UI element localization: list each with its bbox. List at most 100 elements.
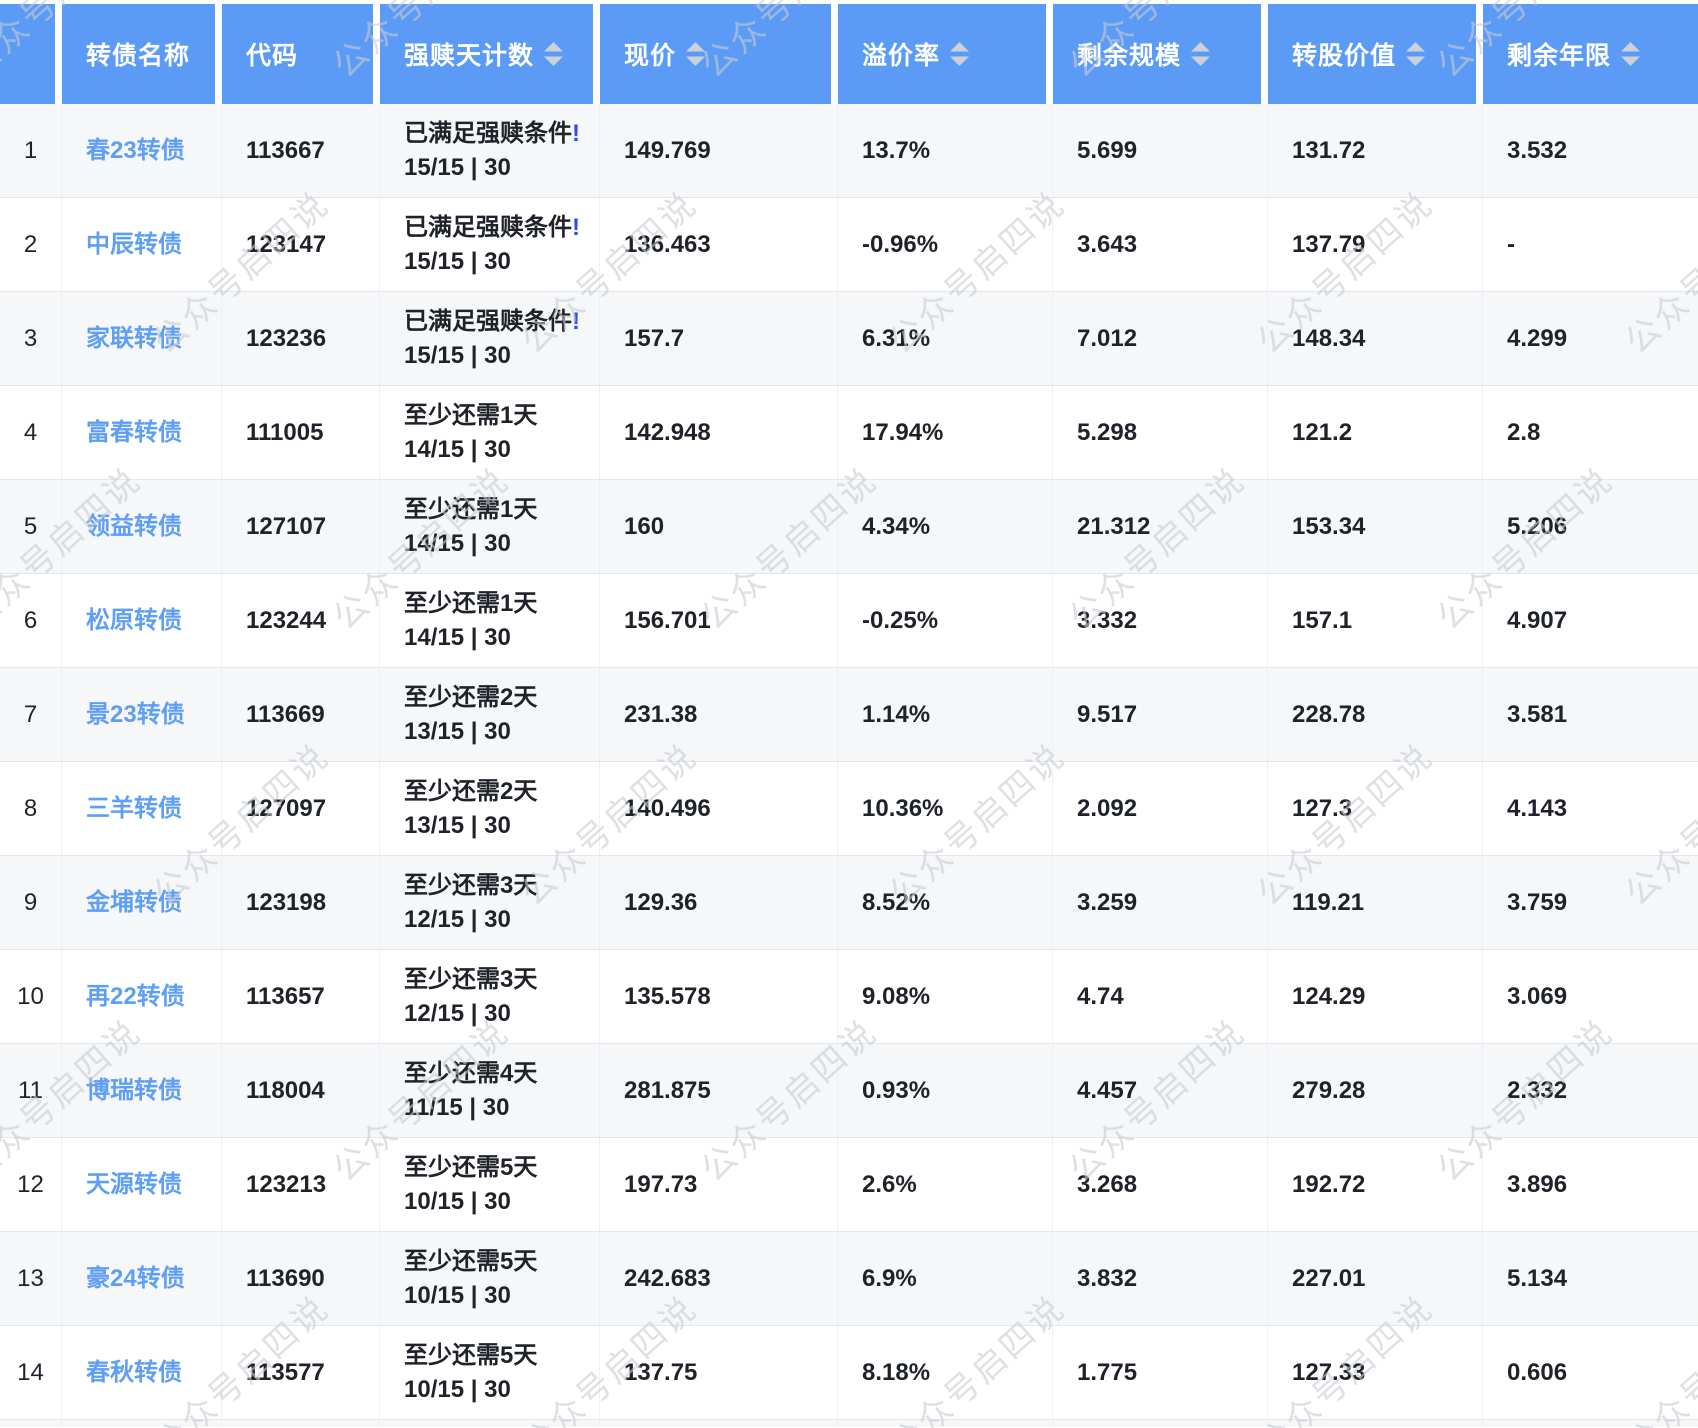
conversion-value: 148.34 bbox=[1268, 292, 1483, 385]
bond-code: 123213 bbox=[222, 1138, 380, 1231]
redeem-progress: 15/15 | 30 bbox=[404, 153, 511, 181]
redeem-alert-mark: ! bbox=[572, 119, 580, 147]
table-row: 8 三羊转债 127097 至少还需2天 13/15 | 30 140.496 10.36%… bbox=[0, 762, 1698, 856]
remaining-years: 0.606 bbox=[1507, 1358, 1568, 1386]
redeem-count-cell: 已满足强赎条件! 15/15 | 30 bbox=[380, 292, 600, 385]
conversion-value: 121.2 bbox=[1268, 386, 1483, 479]
column-header-premium[interactable]: 溢价率 bbox=[838, 4, 1053, 104]
redeem-status: 至少还需4天 bbox=[404, 1059, 538, 1087]
premium-rate: 4.34% bbox=[838, 480, 1053, 573]
premium-rate: 0.93% bbox=[838, 1044, 1053, 1137]
bond-name-link[interactable]: 春秋转债 bbox=[86, 1358, 182, 1386]
bond-code: 113667 bbox=[222, 104, 380, 197]
redeem-status: 已满足强赎条件! bbox=[404, 119, 580, 147]
bond-name-link[interactable]: 松原转债 bbox=[86, 606, 182, 634]
bond-name-cell: 景23转债 bbox=[62, 668, 222, 761]
column-header-label: 剩余年限 bbox=[1507, 42, 1612, 70]
bond-name-link[interactable]: 家联转债 bbox=[86, 324, 182, 352]
bond-code: 118004 bbox=[222, 1044, 380, 1137]
sort-icon bbox=[1191, 41, 1211, 67]
row-index: 5 bbox=[0, 480, 62, 573]
bond-code: 113690 bbox=[222, 1232, 380, 1325]
bond-name-link[interactable]: 博瑞转债 bbox=[86, 1076, 182, 1104]
column-header-years[interactable]: 剩余年限 bbox=[1483, 4, 1698, 104]
column-header-redeem[interactable]: 强赎天计数 bbox=[380, 4, 600, 104]
redeem-status: 至少还需3天 bbox=[404, 871, 538, 899]
empty-cell bbox=[222, 1420, 380, 1427]
column-header-price[interactable]: 现价 bbox=[600, 4, 838, 104]
table-row-partial bbox=[0, 1420, 1698, 1427]
table-body: 1 春23转债 113667 已满足强赎条件! 15/15 | 30 149.769 13.… bbox=[0, 104, 1698, 1427]
column-header-label: 强赎天计数 bbox=[404, 42, 535, 70]
premium-rate: 8.52% bbox=[838, 856, 1053, 949]
bond-name-link[interactable]: 豪24转债 bbox=[86, 1264, 185, 1292]
bond-code: 113577 bbox=[222, 1326, 380, 1419]
redeem-count-cell: 至少还需1天 14/15 | 30 bbox=[380, 480, 600, 573]
bond-name-link[interactable]: 春23转债 bbox=[86, 136, 185, 164]
bond-name-link[interactable]: 再22转债 bbox=[86, 982, 185, 1010]
redeem-progress: 10/15 | 30 bbox=[404, 1187, 511, 1215]
redeem-status: 至少还需1天 bbox=[404, 495, 538, 523]
bond-name-cell: 三羊转债 bbox=[62, 762, 222, 855]
redeem-status: 至少还需1天 bbox=[404, 589, 538, 617]
sort-icon bbox=[686, 41, 706, 67]
empty-cell bbox=[1483, 1420, 1698, 1427]
row-index: 14 bbox=[0, 1326, 62, 1419]
remaining-years: 2.332 bbox=[1507, 1076, 1568, 1104]
bond-name-link[interactable]: 景23转债 bbox=[86, 700, 185, 728]
column-header-conv_value[interactable]: 转股价值 bbox=[1268, 4, 1483, 104]
table-row: 1 春23转债 113667 已满足强赎条件! 15/15 | 30 149.769 13.… bbox=[0, 104, 1698, 198]
empty-cell bbox=[1053, 1420, 1268, 1427]
current-price: 197.73 bbox=[600, 1138, 838, 1231]
bond-name-link[interactable]: 中辰转债 bbox=[86, 230, 182, 258]
redeem-progress: 14/15 | 30 bbox=[404, 623, 511, 651]
column-header-scale[interactable]: 剩余规模 bbox=[1053, 4, 1268, 104]
table-row: 7 景23转债 113669 至少还需2天 13/15 | 30 231.38 1.14% 9… bbox=[0, 668, 1698, 762]
row-index: 2 bbox=[0, 198, 62, 291]
bond-name-link[interactable]: 领益转债 bbox=[86, 512, 182, 540]
row-index: 7 bbox=[0, 668, 62, 761]
remaining-scale: 9.517 bbox=[1053, 668, 1268, 761]
empty-cell bbox=[838, 1420, 1053, 1427]
redeem-status: 至少还需1天 bbox=[404, 401, 538, 429]
redeem-progress: 15/15 | 30 bbox=[404, 247, 511, 275]
bond-name-cell: 中辰转债 bbox=[62, 198, 222, 291]
bond-name-link[interactable]: 天源转债 bbox=[86, 1170, 182, 1198]
bond-name-cell: 天源转债 bbox=[62, 1138, 222, 1231]
redeem-count-cell: 至少还需3天 12/15 | 30 bbox=[380, 856, 600, 949]
column-header-index bbox=[0, 4, 62, 104]
remaining-years: 5.206 bbox=[1507, 512, 1568, 540]
table-row: 13 豪24转债 113690 至少还需5天 10/15 | 30 242.683 6.9%… bbox=[0, 1232, 1698, 1326]
row-index: 10 bbox=[0, 950, 62, 1043]
conversion-value: 279.28 bbox=[1268, 1044, 1483, 1137]
premium-rate: 8.18% bbox=[838, 1326, 1053, 1419]
premium-rate: -0.25% bbox=[838, 574, 1053, 667]
conversion-value: 131.72 bbox=[1268, 104, 1483, 197]
redeem-progress: 15/15 | 30 bbox=[404, 341, 511, 369]
redeem-progress: 13/15 | 30 bbox=[404, 717, 511, 745]
conversion-value: 153.34 bbox=[1268, 480, 1483, 573]
current-price: 136.463 bbox=[600, 198, 838, 291]
bond-code: 123147 bbox=[222, 198, 380, 291]
bond-code: 127107 bbox=[222, 480, 380, 573]
current-price: 231.38 bbox=[600, 668, 838, 761]
remaining-scale: 21.312 bbox=[1053, 480, 1268, 573]
remaining-years: 3.069 bbox=[1507, 982, 1568, 1010]
table-row: 12 天源转债 123213 至少还需5天 10/15 | 30 197.73 2.6% 3.… bbox=[0, 1138, 1698, 1232]
row-index: 13 bbox=[0, 1232, 62, 1325]
bond-name-cell: 春23转债 bbox=[62, 104, 222, 197]
conversion-value: 119.21 bbox=[1268, 856, 1483, 949]
bond-name-cell: 博瑞转债 bbox=[62, 1044, 222, 1137]
bond-name-link[interactable]: 富春转债 bbox=[86, 418, 182, 446]
bond-name-cell: 松原转债 bbox=[62, 574, 222, 667]
bond-name-cell: 家联转债 bbox=[62, 292, 222, 385]
column-header-label: 剩余规模 bbox=[1077, 42, 1182, 70]
bond-code: 111005 bbox=[222, 386, 380, 479]
redeem-status: 至少还需2天 bbox=[404, 777, 538, 805]
redeem-progress: 14/15 | 30 bbox=[404, 529, 511, 557]
table-row: 6 松原转债 123244 至少还需1天 14/15 | 30 156.701 -0.25%… bbox=[0, 574, 1698, 668]
remaining-scale: 3.259 bbox=[1053, 856, 1268, 949]
bond-name-link[interactable]: 金埔转债 bbox=[86, 888, 182, 916]
bond-name-link[interactable]: 三羊转债 bbox=[86, 794, 182, 822]
